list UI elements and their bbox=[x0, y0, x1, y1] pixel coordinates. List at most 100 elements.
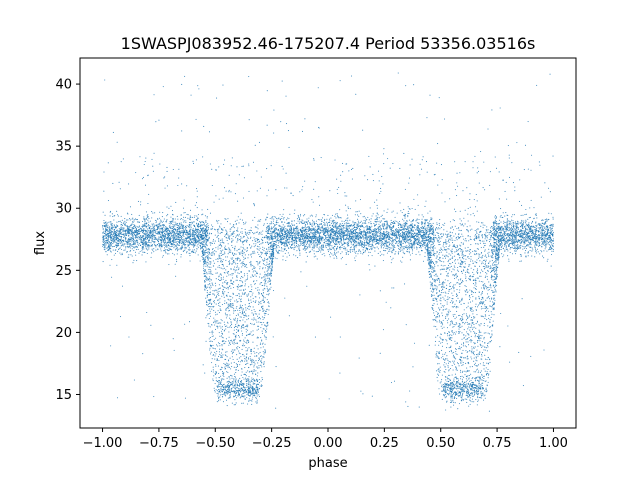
data-point bbox=[129, 240, 131, 242]
data-point bbox=[488, 241, 491, 243]
data-point bbox=[148, 246, 150, 248]
data-point bbox=[227, 243, 229, 245]
data-point bbox=[138, 252, 140, 254]
data-point bbox=[259, 240, 261, 242]
data-point bbox=[285, 228, 287, 230]
data-point bbox=[500, 246, 502, 248]
data-point bbox=[450, 239, 452, 241]
data-point bbox=[451, 237, 453, 239]
data-point bbox=[194, 235, 196, 237]
data-point bbox=[369, 207, 371, 209]
data-point bbox=[187, 240, 189, 242]
data-point bbox=[393, 245, 395, 247]
data-point bbox=[192, 239, 194, 241]
data-point bbox=[476, 243, 478, 245]
data-point bbox=[163, 218, 165, 220]
data-point bbox=[190, 223, 192, 225]
data-point bbox=[514, 248, 516, 250]
data-point bbox=[536, 226, 538, 228]
data-point bbox=[152, 224, 154, 226]
data-point bbox=[291, 221, 293, 223]
data-point bbox=[431, 229, 433, 231]
data-point bbox=[323, 234, 325, 237]
data-point bbox=[153, 223, 155, 225]
data-point bbox=[543, 231, 545, 233]
data-point bbox=[525, 225, 527, 227]
data-point bbox=[373, 222, 375, 225]
data-point bbox=[109, 229, 111, 232]
data-point bbox=[172, 226, 174, 228]
data-point bbox=[288, 225, 290, 227]
data-point bbox=[278, 253, 280, 255]
data-point bbox=[515, 225, 517, 227]
data-point bbox=[406, 248, 409, 251]
data-point bbox=[124, 234, 127, 236]
data-point bbox=[493, 239, 495, 241]
data-point bbox=[150, 225, 152, 227]
data-point bbox=[459, 236, 461, 239]
data-point bbox=[414, 229, 417, 231]
data-point bbox=[484, 224, 486, 226]
data-point bbox=[275, 238, 277, 240]
data-point bbox=[174, 229, 177, 231]
data-point bbox=[348, 242, 350, 244]
data-point bbox=[512, 238, 514, 240]
data-point bbox=[537, 251, 539, 253]
data-point bbox=[352, 220, 354, 222]
data-point bbox=[199, 226, 201, 228]
data-point bbox=[405, 239, 407, 241]
data-point bbox=[145, 248, 147, 250]
data-point bbox=[384, 245, 386, 247]
data-point bbox=[176, 243, 178, 245]
data-point bbox=[392, 257, 394, 259]
data-point bbox=[463, 238, 465, 240]
data-point bbox=[104, 246, 106, 248]
data-point bbox=[217, 232, 219, 234]
data-point bbox=[337, 245, 339, 248]
data-point bbox=[462, 235, 464, 237]
data-point bbox=[398, 239, 401, 241]
data-point bbox=[269, 223, 271, 225]
data-point bbox=[483, 246, 485, 248]
data-point bbox=[361, 225, 363, 227]
data-point bbox=[337, 231, 339, 233]
data-point bbox=[449, 238, 451, 240]
data-point bbox=[346, 235, 348, 237]
data-point bbox=[373, 235, 375, 237]
data-point bbox=[133, 226, 135, 228]
data-point bbox=[355, 226, 357, 228]
data-point bbox=[455, 249, 458, 251]
data-point bbox=[382, 245, 384, 247]
data-point bbox=[342, 228, 344, 230]
data-point bbox=[174, 241, 176, 243]
data-point bbox=[549, 227, 551, 229]
data-point bbox=[290, 236, 292, 238]
data-point bbox=[159, 229, 161, 231]
data-point bbox=[167, 239, 169, 241]
data-point bbox=[301, 219, 303, 221]
data-point bbox=[381, 241, 384, 243]
data-point bbox=[502, 222, 504, 224]
data-point bbox=[257, 228, 259, 230]
data-point bbox=[207, 227, 209, 229]
data-point bbox=[194, 244, 196, 246]
data-point bbox=[502, 216, 504, 219]
data-point bbox=[189, 255, 191, 257]
data-point bbox=[432, 222, 434, 224]
data-point bbox=[155, 249, 157, 251]
data-point bbox=[151, 238, 153, 241]
data-point bbox=[358, 239, 360, 241]
data-point bbox=[280, 250, 282, 252]
data-point bbox=[533, 234, 535, 236]
data-point bbox=[135, 254, 137, 256]
data-point bbox=[122, 241, 124, 243]
data-point bbox=[184, 227, 186, 229]
data-point bbox=[284, 241, 286, 243]
data-point bbox=[370, 218, 372, 220]
data-point bbox=[273, 236, 275, 238]
data-point bbox=[393, 249, 395, 251]
data-point bbox=[448, 238, 450, 240]
data-point bbox=[118, 229, 120, 232]
data-point bbox=[302, 215, 305, 217]
data-point bbox=[383, 249, 385, 251]
